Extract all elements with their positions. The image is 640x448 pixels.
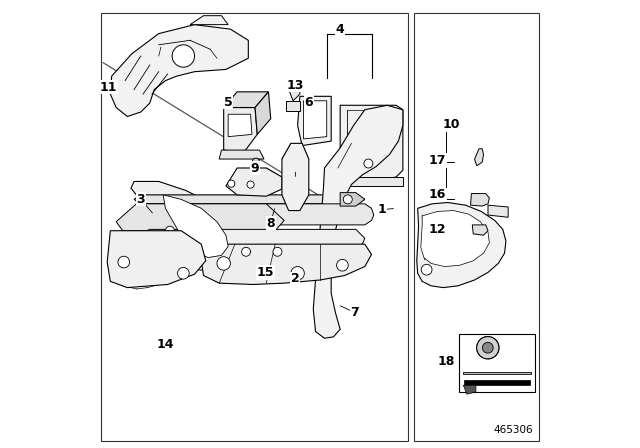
Polygon shape (138, 204, 374, 225)
Text: 7: 7 (351, 306, 359, 319)
Polygon shape (131, 181, 244, 267)
Circle shape (118, 256, 129, 268)
Polygon shape (421, 211, 490, 267)
Bar (459, 334, 535, 392)
Text: 2: 2 (291, 272, 300, 285)
Circle shape (242, 247, 250, 256)
Polygon shape (463, 385, 476, 394)
Text: 3: 3 (136, 193, 145, 206)
Circle shape (172, 45, 195, 67)
Text: 15: 15 (257, 266, 274, 279)
Circle shape (177, 267, 189, 279)
Polygon shape (463, 372, 531, 374)
Circle shape (364, 159, 373, 168)
Text: 11: 11 (100, 81, 117, 94)
Polygon shape (340, 105, 403, 181)
Polygon shape (340, 193, 365, 206)
Text: 5: 5 (224, 95, 232, 109)
Polygon shape (255, 92, 271, 134)
Polygon shape (136, 204, 360, 214)
Polygon shape (163, 195, 228, 258)
Text: 13: 13 (287, 78, 304, 92)
Circle shape (337, 259, 348, 271)
Circle shape (273, 247, 282, 256)
Text: 465306: 465306 (493, 426, 532, 435)
Polygon shape (417, 202, 506, 288)
Text: 10: 10 (442, 118, 460, 131)
Bar (101, 13, 408, 441)
Polygon shape (134, 195, 365, 204)
Text: 12: 12 (429, 223, 446, 236)
Polygon shape (314, 105, 403, 338)
Polygon shape (116, 204, 284, 231)
Text: 16: 16 (429, 188, 446, 202)
Circle shape (483, 342, 493, 353)
Polygon shape (223, 92, 269, 108)
Polygon shape (107, 231, 205, 288)
Bar (414, 13, 539, 441)
Polygon shape (226, 168, 282, 196)
Polygon shape (464, 380, 530, 385)
Polygon shape (287, 101, 300, 111)
Polygon shape (470, 194, 490, 206)
Polygon shape (132, 229, 365, 271)
Polygon shape (488, 205, 508, 217)
Text: 18: 18 (438, 355, 455, 369)
Text: 17: 17 (429, 154, 446, 167)
Circle shape (165, 226, 174, 235)
Circle shape (228, 180, 235, 187)
Circle shape (217, 257, 230, 270)
Circle shape (291, 267, 305, 280)
Polygon shape (228, 114, 252, 137)
Circle shape (421, 264, 432, 275)
Polygon shape (110, 25, 248, 116)
Circle shape (252, 158, 259, 165)
Polygon shape (474, 149, 484, 166)
Polygon shape (219, 150, 264, 159)
Circle shape (247, 181, 254, 188)
Text: 6: 6 (305, 95, 313, 109)
Circle shape (156, 242, 166, 253)
Polygon shape (201, 244, 371, 284)
Polygon shape (190, 16, 228, 25)
Text: 8: 8 (266, 216, 275, 230)
Circle shape (477, 336, 499, 359)
Polygon shape (303, 101, 326, 139)
Text: 14: 14 (157, 338, 174, 352)
Text: 9: 9 (251, 161, 259, 175)
Circle shape (343, 195, 352, 204)
Polygon shape (223, 108, 257, 152)
Polygon shape (289, 81, 300, 101)
Polygon shape (472, 225, 488, 235)
Text: 4: 4 (336, 22, 344, 36)
Polygon shape (340, 177, 403, 186)
Text: 1: 1 (378, 203, 386, 216)
Polygon shape (282, 143, 308, 211)
Polygon shape (298, 96, 332, 146)
